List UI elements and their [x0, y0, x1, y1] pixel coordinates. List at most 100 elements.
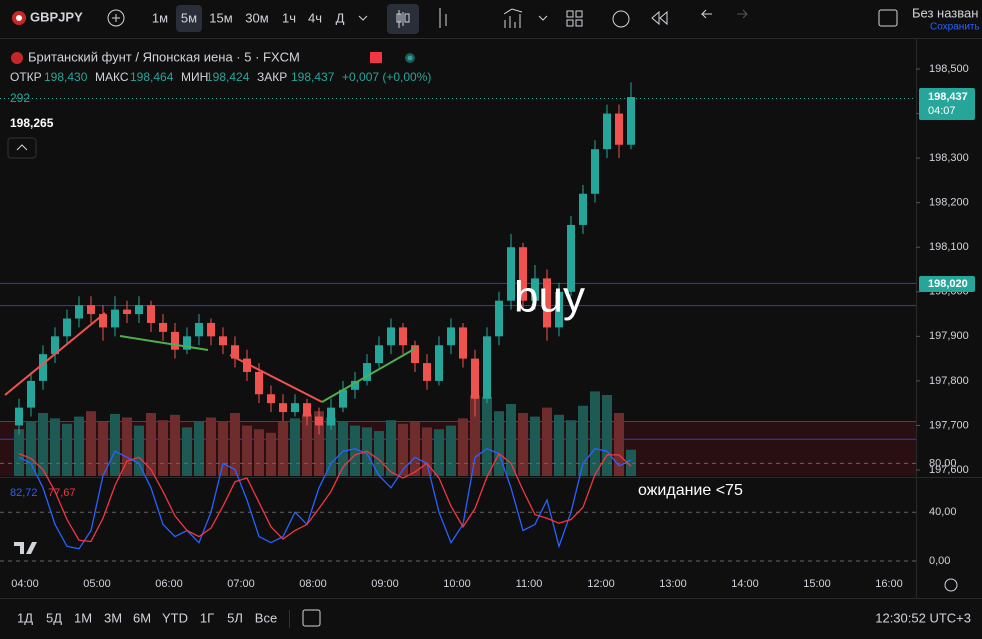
volume-bar: [590, 391, 600, 476]
layouts-icon[interactable]: [566, 10, 583, 27]
ohlc-value: 198,424: [206, 70, 250, 84]
layout-name[interactable]: Без назван: [912, 5, 978, 20]
candle-body: [603, 113, 611, 150]
candle-body: [63, 318, 71, 337]
x-tick-label: 11:00: [516, 578, 543, 590]
symbol[interactable]: GBPJPY: [30, 9, 83, 24]
symbol-flag: [16, 15, 22, 21]
candle-body: [531, 278, 539, 301]
candle-body: [291, 403, 299, 413]
candle-body: [183, 336, 191, 350]
last-price-badge: [919, 88, 975, 120]
range-button[interactable]: 5Л: [227, 610, 243, 625]
symbol-flag: [11, 52, 23, 64]
candle-body: [99, 314, 107, 328]
volume-bar: [470, 395, 480, 476]
volume-bar: [110, 413, 120, 476]
layout-icon[interactable]: [878, 9, 898, 27]
candle-body: [471, 358, 479, 399]
goto-date-icon[interactable]: [302, 609, 321, 627]
change: +0,007 (+0,00%): [342, 70, 431, 84]
add-symbol[interactable]: [107, 9, 125, 27]
interval[interactable]: Д: [336, 10, 345, 25]
candles-icon: [396, 10, 410, 28]
range-button[interactable]: 3М: [104, 610, 122, 625]
candle-body: [375, 345, 383, 364]
volume-bar: [158, 420, 168, 476]
range-button[interactable]: 1Г: [200, 610, 214, 625]
range-button[interactable]: YTD: [162, 610, 188, 625]
range-button[interactable]: 1М: [74, 610, 92, 625]
volume-bar: [350, 425, 360, 476]
range-button[interactable]: 5Д: [46, 610, 62, 625]
y-tick-label: 197,900: [929, 330, 969, 342]
x-tick-label: 15:00: [803, 578, 831, 590]
alert-icon[interactable]: [612, 10, 630, 28]
volume-bar: [578, 405, 588, 476]
volume-bar: [530, 416, 540, 476]
candle-body: [423, 363, 431, 381]
candle-body: [435, 345, 443, 381]
active-interval-bg: [176, 5, 202, 32]
volume-bar: [14, 429, 24, 476]
stoch-line: [18, 450, 632, 543]
candle-body: [27, 380, 35, 408]
x-tick-label: 07:00: [227, 578, 255, 590]
bars-icon[interactable]: [439, 8, 447, 28]
interval[interactable]: 5м: [181, 10, 197, 25]
dropdown[interactable]: [538, 15, 548, 21]
y-tick-label: 0,00: [929, 555, 950, 567]
ohlc-label: ЗАКР: [257, 70, 287, 84]
indicators-icon[interactable]: [503, 8, 523, 28]
interval[interactable]: 30м: [245, 10, 268, 25]
trendline: [119, 335, 209, 351]
redo-icon[interactable]: [737, 9, 749, 19]
volume-bar: [62, 423, 72, 476]
series-title: Британский фунт / Японская иена · 5 · FX…: [28, 49, 300, 64]
interval[interactable]: 4ч: [308, 10, 322, 25]
candle-body: [231, 345, 239, 359]
candle-body: [399, 327, 407, 346]
candle-body: [147, 305, 155, 323]
collapse-button[interactable]: [7, 137, 37, 159]
range-button[interactable]: 1Д: [17, 610, 33, 625]
clock[interactable]: 12:30:52 UTC+3: [875, 610, 971, 625]
range-button[interactable]: 6М: [133, 610, 151, 625]
dropdown[interactable]: [358, 15, 368, 21]
candle-body: [75, 305, 83, 319]
volume-bar: [302, 413, 312, 476]
interval[interactable]: 15м: [209, 10, 232, 25]
candle-body: [207, 322, 215, 337]
ohlc-label: МАКС: [95, 70, 129, 84]
flag-icon[interactable]: [370, 52, 382, 63]
candle-body: [219, 336, 227, 346]
candle-body: [171, 331, 179, 350]
x-tick-label: 16:00: [875, 578, 903, 590]
candle-body: [483, 336, 491, 399]
logo: [14, 542, 37, 554]
volume-bar: [26, 421, 36, 476]
range-button[interactable]: Все: [255, 610, 277, 625]
volume-bar: [482, 396, 492, 476]
volume-bar: [614, 413, 624, 476]
candle-body: [591, 149, 599, 194]
candle-body: [339, 389, 347, 408]
interval[interactable]: 1м: [152, 10, 168, 25]
replay-icon[interactable]: [651, 10, 668, 26]
interval[interactable]: 1ч: [282, 10, 296, 25]
x-tick-label: 05:00: [83, 578, 111, 590]
save-link[interactable]: Сохранить: [930, 22, 980, 33]
undo-icon[interactable]: [700, 9, 712, 19]
toolbar: [0, 0, 982, 38]
x-tick-label: 10:00: [443, 578, 471, 590]
volume-bar: [194, 422, 204, 476]
x-tick-label: 13:00: [659, 578, 687, 590]
settings-icon[interactable]: [944, 578, 958, 592]
candle-body: [15, 407, 23, 426]
volume-bar: [518, 413, 528, 476]
candle-body: [195, 322, 203, 337]
candle-body: [327, 407, 335, 426]
volume-bar: [554, 414, 564, 476]
x-tick-label: 14:00: [731, 578, 759, 590]
